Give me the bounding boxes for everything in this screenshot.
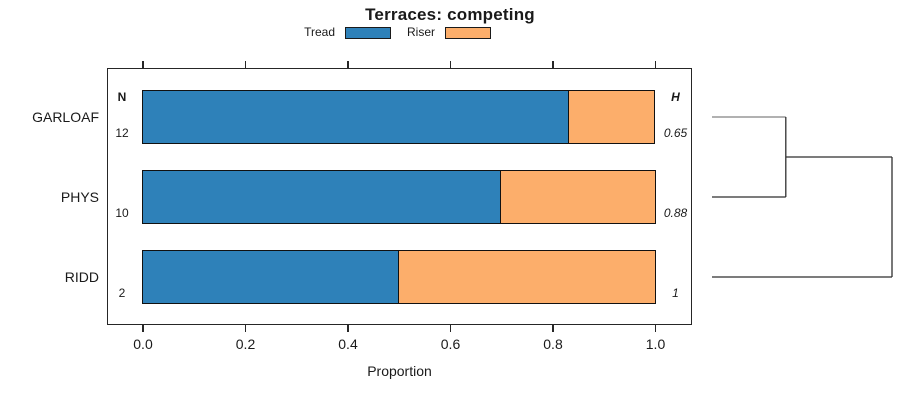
bar-segment-riser <box>568 90 656 144</box>
h-value: 1 <box>672 286 679 300</box>
x-axis-tick-bottom <box>654 325 657 332</box>
bar-segment-tread <box>141 170 502 224</box>
category-label-phys: PHYS <box>60 189 99 205</box>
x-axis-tick-bottom <box>244 325 247 332</box>
n-value: 12 <box>115 126 129 140</box>
x-axis-tick-bottom <box>347 325 349 332</box>
x-axis-tick-label: 1.0 <box>645 336 666 352</box>
chart-title: Terraces: competing <box>365 5 535 24</box>
x-axis-tick-top <box>654 61 657 68</box>
h-value: 0.88 <box>663 206 688 220</box>
x-axis-tick-label: 0.8 <box>543 336 563 352</box>
x-axis-tick-bottom <box>142 325 144 332</box>
legend-label-tread: Tread <box>304 25 335 39</box>
n-column-header: N <box>117 90 127 104</box>
x-axis-tick-top <box>347 61 349 68</box>
x-axis-title: Proportion <box>367 363 432 379</box>
x-axis-tick-label: 0.4 <box>338 336 358 352</box>
h-column-header: H <box>671 90 680 104</box>
x-axis-tick-bottom <box>449 325 452 332</box>
legend-label-riser: Riser <box>406 25 435 39</box>
x-axis-tick-label: 0.0 <box>133 336 153 352</box>
bar-segment-tread <box>141 90 570 144</box>
x-axis-tick-top <box>142 61 144 68</box>
x-axis-tick-top <box>449 61 452 68</box>
bar-segment-tread <box>141 250 400 304</box>
category-label-garloaf: GARLOAF <box>32 109 99 125</box>
n-value: 2 <box>118 286 126 300</box>
x-axis-tick-label: 0.2 <box>235 336 256 352</box>
bar-segment-riser <box>397 250 656 304</box>
bar-segment-riser <box>500 170 656 224</box>
x-axis-tick-top <box>244 61 247 68</box>
x-axis-tick-label: 0.6 <box>440 336 461 352</box>
h-value: 0.65 <box>663 126 688 140</box>
category-label-ridd: RIDD <box>64 269 99 285</box>
legend-swatch-tread <box>345 27 391 39</box>
x-axis-tick-bottom <box>552 325 554 332</box>
legend-swatch-riser <box>445 27 491 39</box>
n-value: 10 <box>115 206 129 220</box>
x-axis-tick-top <box>552 61 554 68</box>
